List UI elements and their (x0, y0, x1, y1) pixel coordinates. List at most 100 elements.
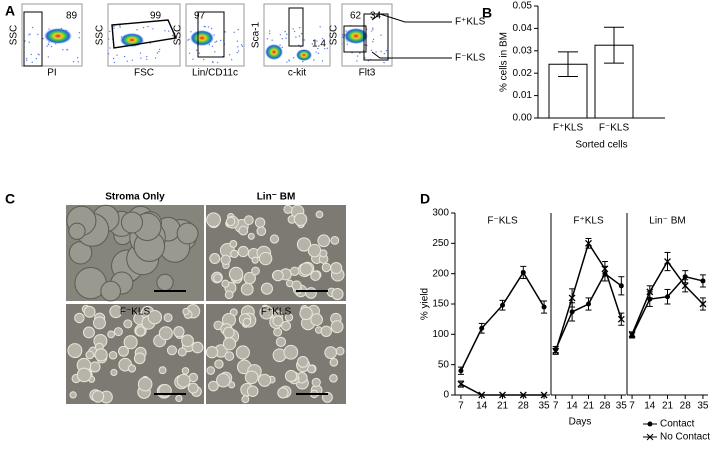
cell (175, 394, 183, 403)
flow-event (66, 48, 68, 51)
gate-percent: 1.4 (312, 39, 326, 50)
point (552, 347, 560, 355)
flow-event (203, 58, 205, 61)
subplot-title: F⁺KLS (573, 216, 604, 227)
cell (307, 243, 322, 258)
point (500, 302, 505, 308)
flow-event (152, 28, 154, 30)
x-tick-label: 21 (497, 401, 509, 412)
cell (147, 309, 163, 325)
flow-event (214, 41, 216, 43)
cell (206, 212, 221, 228)
flow-density (265, 44, 283, 60)
cell (254, 217, 266, 228)
flow-gate (197, 11, 225, 58)
x-tick-label: 28 (518, 401, 530, 412)
flow-event (319, 26, 321, 28)
flow-event (215, 40, 218, 43)
flow-event (380, 50, 382, 53)
cell (299, 262, 313, 276)
flow-event (109, 30, 111, 33)
flow-event (321, 37, 324, 40)
cell (108, 350, 118, 360)
flow-event (171, 34, 174, 37)
series-line (460, 271, 545, 372)
callout-line (371, 13, 452, 23)
point (478, 391, 486, 399)
flow-event (26, 57, 28, 60)
cell (118, 345, 129, 357)
cell (273, 327, 283, 337)
flow-event (156, 52, 159, 54)
flow-event (30, 53, 32, 56)
flow-event (109, 47, 111, 49)
subplot-title: Lin⁻ BM (649, 216, 685, 227)
x-tick-label: 35 (697, 401, 709, 412)
cell (229, 239, 238, 248)
cell (242, 317, 252, 327)
y-tick-label: 0.04 (513, 23, 533, 34)
cell (246, 385, 259, 397)
cell (256, 226, 267, 237)
flow-y-label: SSC (173, 25, 184, 46)
panel-label: D (420, 191, 430, 207)
gate-percent: 89 (66, 11, 78, 22)
panel-label: C (5, 191, 15, 207)
x-tick-label: 14 (567, 401, 579, 412)
y-tick-label: 300 (432, 208, 449, 219)
cell (238, 225, 249, 236)
cell (251, 266, 260, 276)
flow-event (321, 60, 324, 62)
flow-event (198, 52, 201, 54)
cell (251, 256, 259, 264)
x-tick-label: 21 (583, 401, 595, 412)
flow-event (24, 40, 26, 42)
point (540, 391, 548, 399)
flow-event (216, 61, 219, 64)
flow-event (266, 38, 269, 40)
flow-event (214, 51, 216, 53)
y-axis-label: % cells in BM (499, 32, 510, 92)
cell (94, 348, 108, 362)
point (479, 325, 485, 331)
flow-event (35, 57, 38, 60)
flow-event (237, 50, 240, 52)
cell (123, 319, 133, 329)
cell (213, 273, 223, 283)
cell (222, 337, 237, 351)
y-tick-label: 0.05 (513, 1, 533, 12)
flow-event (188, 52, 191, 54)
flow-event (356, 55, 359, 57)
flow-density (344, 28, 368, 44)
panel-label: A (5, 3, 15, 19)
cell (293, 212, 308, 227)
cell (331, 288, 344, 301)
point (541, 304, 547, 310)
cell (272, 315, 284, 327)
flow-event (385, 49, 388, 52)
x-tick-label: F⁺KLS (553, 123, 584, 134)
cell (163, 313, 173, 323)
flow-event (359, 52, 361, 54)
series-line (555, 272, 622, 350)
flow-event (107, 38, 110, 40)
flow-x-label: Flt3 (359, 68, 376, 79)
point (499, 391, 506, 399)
cell (307, 364, 316, 374)
cell (240, 282, 254, 296)
x-axis-label: Days (569, 417, 592, 428)
flow-event (107, 53, 110, 55)
cell (321, 262, 332, 273)
point (568, 294, 576, 302)
flow-event (29, 33, 31, 35)
flow-event (72, 61, 75, 63)
cell (284, 369, 298, 383)
flow-event (346, 43, 349, 45)
flow-event (228, 54, 231, 56)
cell (222, 326, 235, 339)
cell (235, 345, 250, 360)
cell (315, 210, 324, 219)
flow-event (42, 38, 44, 40)
gate-percent: 97 (194, 11, 206, 22)
cell (320, 325, 332, 338)
